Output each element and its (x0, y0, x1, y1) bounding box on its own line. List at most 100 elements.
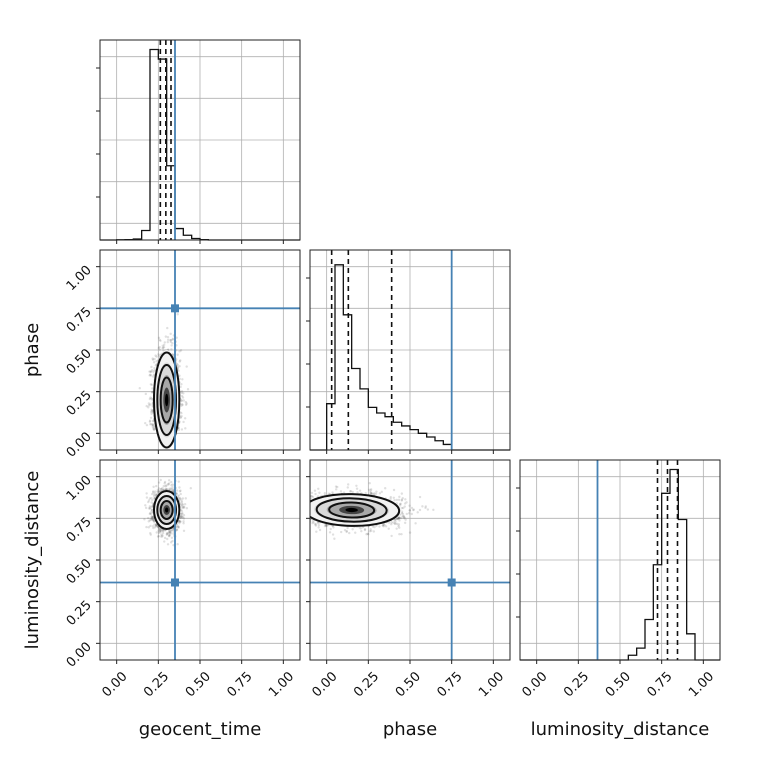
sample-point (395, 527, 398, 530)
sample-point (182, 506, 186, 509)
sample-point (272, 506, 274, 508)
sample-point (145, 496, 149, 499)
sample-point (164, 484, 167, 488)
sample-point (169, 338, 172, 342)
sample-point (148, 519, 152, 522)
sample-point (179, 416, 183, 419)
sample-point (398, 517, 401, 520)
sample-point (402, 515, 406, 518)
sample-point (180, 500, 184, 503)
sample-point (329, 527, 332, 531)
sample-point (305, 490, 307, 492)
sample-point (169, 340, 172, 344)
sample-point (168, 530, 171, 534)
sample-point (180, 505, 184, 508)
sample-point (397, 523, 401, 526)
sample-point (389, 497, 392, 501)
sample-point (149, 512, 153, 516)
density-phase-luminosity_distance (272, 482, 435, 540)
x-tick-label: 0.00 (99, 669, 130, 700)
sample-point (401, 512, 405, 516)
sample-point (180, 498, 183, 501)
sample-point (166, 340, 169, 344)
sample-point (157, 487, 161, 490)
sample-point (175, 528, 179, 531)
sample-point (148, 512, 152, 516)
sample-point (398, 516, 401, 519)
sample-point (372, 530, 376, 533)
sample-point (168, 487, 171, 490)
sample-point (167, 483, 170, 486)
sample-point (165, 533, 169, 536)
sample-point (152, 426, 155, 430)
sample-point (307, 506, 309, 508)
sample-point (318, 491, 321, 494)
sample-point (408, 531, 412, 534)
sample-point (178, 520, 181, 523)
sample-point (178, 496, 182, 500)
sample-point (157, 353, 160, 356)
contour-line (153, 490, 181, 530)
sample-point (328, 531, 332, 534)
sample-point (149, 383, 153, 386)
sample-point (177, 369, 180, 372)
sample-point (149, 506, 152, 509)
sample-point (277, 512, 279, 514)
sample-point (154, 354, 157, 357)
sample-point (181, 512, 184, 515)
sample-point (164, 335, 168, 338)
sample-point (161, 534, 164, 537)
sample-point (392, 521, 395, 524)
sample-point (176, 313, 179, 316)
sample-point (151, 419, 155, 423)
sample-point (150, 515, 154, 519)
sample-point (151, 410, 154, 413)
sample-point (150, 397, 153, 400)
sample-point (151, 391, 154, 394)
sample-point (149, 524, 152, 528)
sample-point (150, 501, 153, 504)
sample-point (148, 370, 151, 373)
sample-point (166, 532, 169, 535)
grid-1-1 (310, 250, 510, 450)
truth-marker (171, 304, 179, 313)
sample-point (383, 487, 387, 490)
sample-point (158, 338, 161, 342)
sample-point (162, 529, 165, 533)
sample-point (410, 506, 414, 510)
sample-point (165, 531, 169, 535)
sample-point (303, 502, 305, 504)
sample-point (312, 521, 315, 524)
sample-point (323, 524, 327, 528)
sample-point (167, 479, 171, 482)
sample-point (147, 406, 150, 409)
sample-point (171, 539, 174, 543)
sample-point (178, 365, 181, 368)
sample-point (285, 504, 287, 506)
sample-point (346, 526, 349, 530)
sample-point (182, 420, 185, 424)
sample-point (147, 520, 150, 523)
sample-point (274, 504, 276, 506)
sample-point (178, 522, 181, 525)
sample-point (313, 489, 317, 492)
sample-point (182, 505, 186, 508)
sample-point (178, 486, 181, 489)
sample-point (155, 524, 158, 527)
sample-point (175, 492, 178, 495)
sample-point (346, 486, 349, 489)
sample-point (170, 484, 173, 487)
sample-point (178, 377, 181, 381)
sample-point (148, 419, 152, 422)
sample-point (177, 497, 181, 500)
sample-point (155, 360, 158, 363)
sample-point (398, 526, 401, 529)
sample-point (432, 508, 435, 512)
sample-point (325, 524, 328, 528)
sample-point (305, 488, 307, 490)
sample-point (170, 536, 174, 539)
sample-point (156, 525, 160, 529)
sample-point (180, 428, 184, 431)
sample-point (400, 499, 403, 502)
sample-point (151, 498, 154, 502)
